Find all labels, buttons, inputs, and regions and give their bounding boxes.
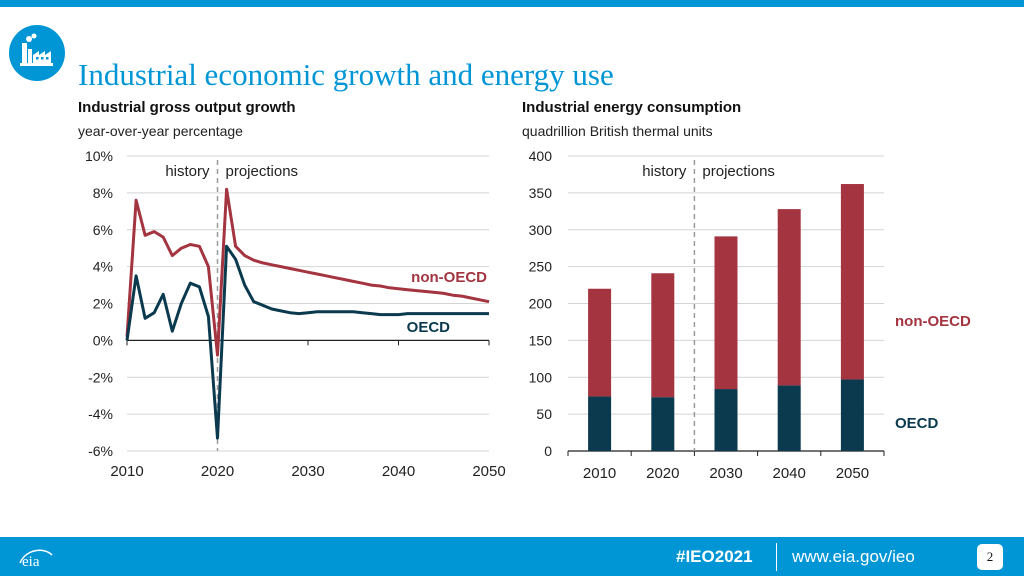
y-tick-label: 400 (529, 148, 553, 164)
bar-oecd-2010 (588, 396, 612, 451)
x-tick-label: 2050 (836, 465, 869, 482)
x-tick-label: 2030 (709, 465, 742, 482)
page-number: 2 (977, 544, 1003, 570)
y-tick-label: 300 (529, 222, 553, 238)
page-title: Industrial economic growth and energy us… (78, 57, 614, 92)
bar-non-oecd-2030 (714, 236, 738, 390)
y-tick-label: 8% (93, 185, 113, 201)
y-tick-label: 200 (529, 296, 553, 312)
x-tick-label: 2050 (472, 463, 505, 480)
bar-non-oecd-2010 (588, 288, 612, 397)
x-tick-label: 2020 (646, 465, 679, 482)
bar-non-oecd-2050 (840, 184, 864, 380)
projections-label: projections (226, 163, 299, 180)
x-tick-label: 2010 (110, 463, 143, 480)
legend-non-oecd: non-OECD (411, 269, 487, 286)
bar-oecd-2030 (714, 389, 738, 451)
legend-oecd: OECD (407, 319, 451, 336)
history-label: history (642, 163, 687, 180)
website-link[interactable]: www.eia.gov/ieo (792, 547, 915, 566)
hashtag-label: #IEO2021 (676, 547, 753, 566)
bar-oecd-2040 (777, 385, 801, 451)
right-chart-subtitle: quadrillion British thermal units (522, 123, 713, 139)
industrial-factory-icon (9, 25, 65, 81)
left-chart-title: Industrial gross output growth (78, 99, 296, 116)
y-tick-label: 250 (529, 259, 553, 275)
y-tick-label: 50 (536, 406, 552, 422)
y-tick-label: -6% (88, 443, 113, 459)
y-tick-label: 10% (85, 148, 113, 164)
x-tick-label: 2040 (773, 465, 806, 482)
right-chart-title: Industrial energy consumption (522, 99, 742, 116)
bar-oecd-2050 (840, 379, 864, 451)
footer-divider (776, 543, 777, 571)
y-tick-label: 4% (93, 259, 113, 275)
x-tick-label: 2040 (382, 463, 415, 480)
y-tick-label: -4% (88, 406, 113, 422)
series-line-non-oecd (125, 187, 490, 357)
bar-non-oecd-2020 (651, 273, 675, 398)
legend-oecd: OECD (895, 415, 939, 432)
eia-logo-icon: eia (16, 545, 56, 574)
x-tick-label: 2030 (291, 463, 324, 480)
y-tick-label: 150 (529, 332, 553, 348)
y-tick-label: 100 (529, 369, 553, 385)
legend-non-oecd: non-OECD (895, 313, 971, 330)
top-accent-bar (0, 0, 1024, 7)
y-tick-label: 6% (93, 222, 113, 238)
bar-oecd-2020 (651, 397, 675, 451)
left-chart-subtitle: year-over-year percentage (78, 123, 243, 139)
series-line-oecd (125, 244, 489, 440)
bar-non-oecd-2040 (777, 209, 801, 386)
footer-bar: eia #IEO2021 www.eia.gov/ieo 2 (0, 537, 1024, 576)
y-tick-label: 0% (93, 332, 113, 348)
y-tick-label: 2% (93, 296, 113, 312)
x-tick-label: 2020 (201, 463, 234, 480)
svg-text:eia: eia (22, 554, 40, 569)
history-label: history (165, 163, 210, 180)
y-tick-label: -2% (88, 369, 113, 385)
projections-label: projections (702, 163, 775, 180)
x-tick-label: 2010 (583, 465, 616, 482)
y-tick-label: 0 (544, 443, 552, 459)
y-tick-label: 350 (529, 185, 553, 201)
